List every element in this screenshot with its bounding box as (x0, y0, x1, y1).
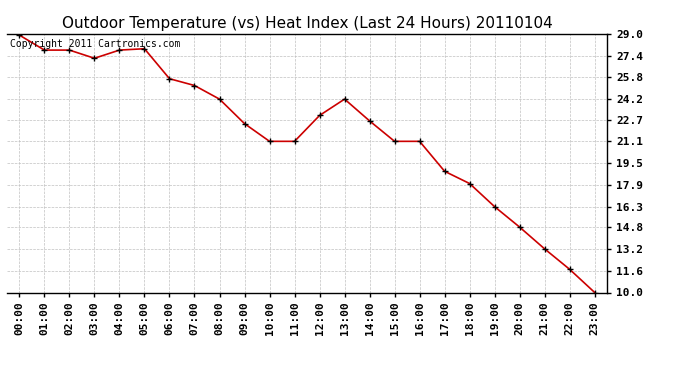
Title: Outdoor Temperature (vs) Heat Index (Last 24 Hours) 20110104: Outdoor Temperature (vs) Heat Index (Las… (61, 16, 553, 31)
Text: Copyright 2011 Cartronics.com: Copyright 2011 Cartronics.com (10, 39, 180, 49)
